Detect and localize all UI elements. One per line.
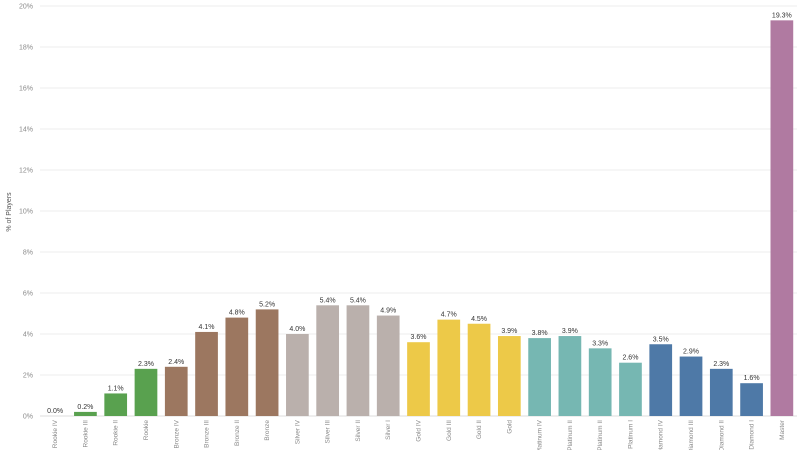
data-label: 2.9% xyxy=(683,349,699,356)
x-category-label: Master xyxy=(779,419,786,440)
x-category-label: Gold xyxy=(506,420,513,434)
bar xyxy=(407,342,430,416)
data-label: 0.2% xyxy=(77,404,93,411)
x-category-label: Diamond IV xyxy=(658,419,665,450)
x-category-label: Gold III xyxy=(446,420,453,441)
y-axis-title: % of Players xyxy=(6,192,13,232)
data-label: 2.4% xyxy=(168,359,184,366)
data-label: 4.8% xyxy=(229,310,245,317)
bar xyxy=(709,368,733,416)
data-label: 19.3% xyxy=(772,12,792,19)
bar xyxy=(104,393,128,416)
data-label: 4.7% xyxy=(441,312,457,319)
x-category-label: Silver III xyxy=(325,420,332,444)
x-axis-category-labels: Rookie IV Rookie III Rookie II Rookie Bronze… xyxy=(52,419,786,450)
data-label: 3.9% xyxy=(562,328,578,335)
bar xyxy=(588,348,612,416)
bar xyxy=(164,366,188,416)
y-tick-label: 20% xyxy=(19,4,33,11)
x-category-label: Bronze III xyxy=(204,420,211,448)
bar xyxy=(619,362,642,416)
bar xyxy=(346,305,370,416)
bar xyxy=(467,323,491,416)
x-category-label: Platinum II xyxy=(597,420,604,450)
bar xyxy=(74,411,97,416)
x-category-label: Rookie II xyxy=(113,420,120,446)
bar xyxy=(679,356,703,416)
bar xyxy=(134,368,158,416)
data-label: 1.1% xyxy=(108,385,124,392)
x-category-label: Silver II xyxy=(355,420,362,442)
x-category-label: Rookie IV xyxy=(52,419,59,448)
x-category-label: Diamond II xyxy=(718,420,725,450)
y-tick-label: 8% xyxy=(23,250,33,257)
x-category-label: Diamond I xyxy=(749,420,756,450)
bar xyxy=(528,338,551,416)
y-tick-label: 4% xyxy=(23,332,33,339)
x-category-label: Bronze IV xyxy=(173,419,180,448)
data-label: 5.4% xyxy=(350,297,366,304)
bar xyxy=(376,315,400,416)
data-label: 2.3% xyxy=(713,361,729,368)
data-label: 5.4% xyxy=(320,297,336,304)
x-category-label: Diamond III xyxy=(688,420,695,450)
y-tick-label: 10% xyxy=(19,209,33,216)
x-category-label: Bronze II xyxy=(234,420,241,446)
x-category-label: Gold IV xyxy=(416,419,423,441)
y-tick-label: 16% xyxy=(19,86,33,93)
y-tick-label: 0% xyxy=(23,414,33,421)
y-tick-label: 12% xyxy=(19,168,33,175)
bar xyxy=(649,344,673,416)
y-tick-label: 14% xyxy=(19,127,33,134)
bar xyxy=(558,336,582,416)
bar xyxy=(740,383,763,416)
data-label: 3.9% xyxy=(501,328,517,335)
data-label: 3.5% xyxy=(653,336,669,343)
bar xyxy=(497,336,521,416)
bars xyxy=(74,20,794,416)
data-label: 5.2% xyxy=(259,301,275,308)
bar xyxy=(255,309,279,416)
bar xyxy=(195,331,218,416)
x-category-label: Platinum II xyxy=(567,420,574,450)
data-labels: 0.0% 0.2% 1.1% 2.3% 2.4% 4.1% 4.8% 5.2% 4.0% 5.4%… xyxy=(47,12,792,415)
y-tick-label: 6% xyxy=(23,291,33,298)
x-category-label: Platinum I xyxy=(627,420,634,449)
y-axis-ticks: 0% 2% 4% 6% 8% 10% 12% 14% 16% 18% 20% xyxy=(19,4,33,421)
bar xyxy=(225,317,249,416)
data-label: 4.1% xyxy=(199,324,215,331)
data-label: 3.8% xyxy=(532,330,548,337)
data-label: 4.0% xyxy=(289,326,305,333)
x-category-label: Bronze xyxy=(264,420,271,441)
data-label: 1.6% xyxy=(744,375,760,382)
data-label: 3.3% xyxy=(592,340,608,347)
x-category-label: Rookie xyxy=(143,420,150,441)
y-tick-label: 18% xyxy=(19,45,33,52)
x-category-label: Silver IV xyxy=(294,419,301,444)
data-label: 0.0% xyxy=(47,408,63,415)
bar xyxy=(437,319,461,416)
data-label: 2.3% xyxy=(138,361,154,368)
bar xyxy=(286,334,309,416)
data-label: 4.5% xyxy=(471,316,487,323)
x-category-label: Rookie III xyxy=(82,420,89,448)
x-category-label: Silver I xyxy=(385,420,392,440)
bar xyxy=(770,20,794,416)
x-category-label: Platinum IV xyxy=(537,419,544,450)
y-tick-label: 2% xyxy=(23,373,33,380)
bar xyxy=(316,305,340,416)
data-label: 4.9% xyxy=(380,308,396,315)
data-label: 3.6% xyxy=(411,334,427,341)
data-label: 2.6% xyxy=(622,355,638,362)
x-category-label: Gold II xyxy=(476,420,483,439)
